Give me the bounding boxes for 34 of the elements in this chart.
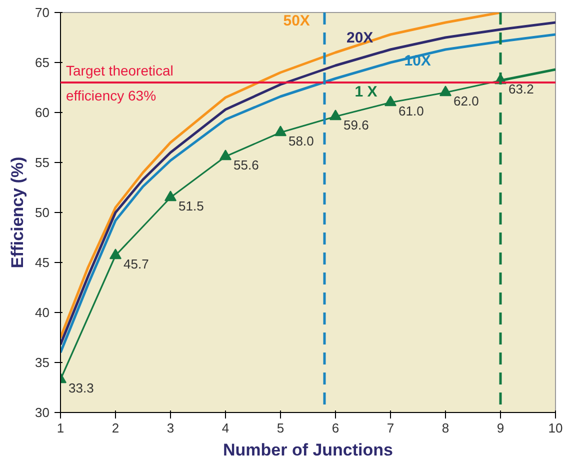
data-label: 55.6 [234,158,259,172]
data-label: 61.0 [398,104,424,118]
x-tick-label: 5 [276,420,284,436]
y-tick-label: 35 [35,355,50,370]
data-label: 63.2 [508,82,534,96]
y-tick-label: 65 [35,55,50,70]
series-label: 20X [346,30,374,46]
y-tick-label: 40 [35,305,50,320]
data-label: 45.7 [124,256,149,272]
data-label: 51.5 [178,198,204,214]
series-label: 1 X [354,84,378,100]
ref-line-label: Target theoretical efficiency 63% [66,62,174,104]
x-tick-label: 2 [112,420,120,436]
y-tick-label: 45 [35,255,50,270]
x-tick-label: 7 [386,420,394,436]
x-tick-label: 8 [442,420,450,436]
y-tick-label: 30 [35,405,50,420]
y-axis-title: Efficiency (%) [8,156,28,268]
data-label: 58.0 [288,134,314,148]
x-tick-label: 1 [56,420,64,436]
data-label: 33.3 [68,380,94,396]
y-tick-label: 50 [35,205,50,220]
x-tick-label: 9 [496,420,504,436]
y-tick-label: 60 [35,105,50,120]
x-tick-label: 4 [222,420,230,436]
x-tick-label: 10 [548,420,563,436]
data-label: 59.6 [344,118,369,132]
y-tick-label: 55 [35,155,50,170]
x-tick-label: 3 [166,420,174,436]
y-tick-label: 70 [35,5,50,20]
data-label: 62.0 [454,94,479,108]
text: 50X [283,12,310,30]
x-axis-title: Number of Junctions [222,440,394,460]
x-tick-label: 6 [332,420,340,436]
